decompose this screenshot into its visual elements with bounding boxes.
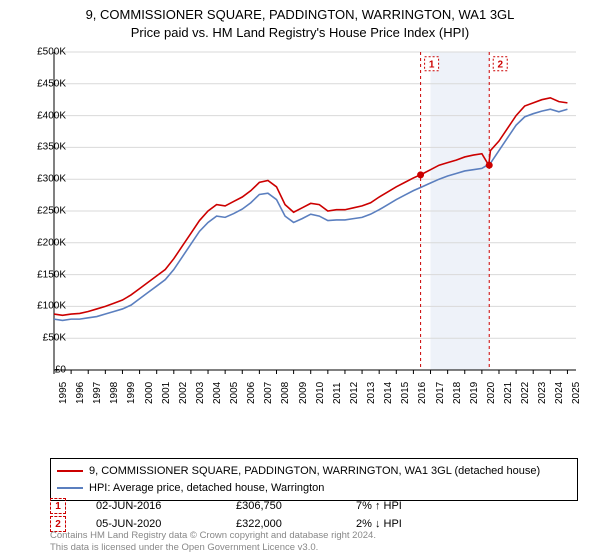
transaction-pct-1: 7% ↑ HPI — [356, 500, 446, 512]
transaction-price-1: £306,750 — [236, 500, 326, 512]
x-tick-label: 2004 — [212, 382, 223, 404]
y-tick-label: £50K — [20, 333, 66, 344]
x-tick-label: 2007 — [263, 382, 274, 404]
x-tick-label: 2009 — [298, 382, 309, 404]
transaction-row-1: 1 02-JUN-2016 £306,750 7% ↑ HPI — [50, 498, 446, 514]
x-tick-label: 2006 — [246, 382, 257, 404]
x-tick-label: 1996 — [75, 382, 86, 404]
legend-swatch-2 — [57, 487, 83, 489]
y-tick-label: £300K — [20, 174, 66, 185]
legend-box: 9, COMMISSIONER SQUARE, PADDINGTON, WARR… — [50, 458, 578, 501]
title-block: 9, COMMISSIONER SQUARE, PADDINGTON, WARR… — [0, 0, 600, 41]
x-tick-label: 2025 — [571, 382, 582, 404]
footer-line-1: Contains HM Land Registry data © Crown c… — [50, 530, 376, 542]
transaction-price-2: £322,000 — [236, 518, 326, 530]
legend-swatch-1 — [57, 470, 83, 472]
chart-area: 12 — [50, 48, 580, 418]
x-tick-label: 2017 — [435, 382, 446, 404]
legend-row-2: HPI: Average price, detached house, Warr… — [57, 480, 571, 497]
chart-container: 9, COMMISSIONER SQUARE, PADDINGTON, WARR… — [0, 0, 600, 560]
y-tick-label: £200K — [20, 237, 66, 248]
x-tick-label: 1997 — [92, 382, 103, 404]
transactions-block: 1 02-JUN-2016 £306,750 7% ↑ HPI 2 05-JUN… — [50, 498, 446, 534]
transaction-date-1: 02-JUN-2016 — [96, 500, 206, 512]
x-tick-label: 2022 — [520, 382, 531, 404]
y-tick-label: £150K — [20, 269, 66, 280]
x-tick-label: 2018 — [452, 382, 463, 404]
svg-text:2: 2 — [497, 60, 503, 71]
x-tick-label: 2001 — [161, 382, 172, 404]
x-tick-label: 2024 — [554, 382, 565, 404]
x-tick-label: 2014 — [383, 382, 394, 404]
y-tick-label: £400K — [20, 110, 66, 121]
x-tick-label: 2015 — [400, 382, 411, 404]
x-tick-label: 2011 — [332, 382, 343, 404]
y-tick-label: £250K — [20, 206, 66, 217]
marker-badge-1: 1 — [50, 498, 66, 514]
y-tick-label: £500K — [20, 47, 66, 58]
x-tick-label: 1995 — [58, 382, 69, 404]
footer-line-2: This data is licensed under the Open Gov… — [50, 542, 376, 554]
x-tick-label: 2008 — [280, 382, 291, 404]
x-tick-label: 2002 — [178, 382, 189, 404]
title-line-1: 9, COMMISSIONER SQUARE, PADDINGTON, WARR… — [0, 6, 600, 24]
x-tick-label: 2023 — [537, 382, 548, 404]
chart-svg: 12 — [50, 48, 580, 418]
legend-row-1: 9, COMMISSIONER SQUARE, PADDINGTON, WARR… — [57, 463, 571, 480]
y-tick-label: £0 — [20, 365, 66, 376]
svg-text:1: 1 — [429, 60, 435, 71]
x-tick-label: 1998 — [109, 382, 120, 404]
x-tick-label: 2021 — [503, 382, 514, 404]
x-tick-label: 2019 — [469, 382, 480, 404]
legend-label-1: 9, COMMISSIONER SQUARE, PADDINGTON, WARR… — [89, 463, 540, 480]
y-tick-label: £450K — [20, 78, 66, 89]
y-tick-label: £100K — [20, 301, 66, 312]
x-tick-label: 2013 — [366, 382, 377, 404]
y-tick-label: £350K — [20, 142, 66, 153]
legend-label-2: HPI: Average price, detached house, Warr… — [89, 480, 324, 497]
transaction-pct-2: 2% ↓ HPI — [356, 518, 446, 530]
x-tick-label: 2010 — [315, 382, 326, 404]
x-tick-label: 2005 — [229, 382, 240, 404]
transaction-date-2: 05-JUN-2020 — [96, 518, 206, 530]
footer-attribution: Contains HM Land Registry data © Crown c… — [50, 530, 376, 554]
x-tick-label: 2020 — [486, 382, 497, 404]
x-tick-label: 2012 — [349, 382, 360, 404]
x-tick-label: 2000 — [144, 382, 155, 404]
title-line-2: Price paid vs. HM Land Registry's House … — [0, 24, 600, 42]
x-tick-label: 1999 — [126, 382, 137, 404]
x-tick-label: 2003 — [195, 382, 206, 404]
x-tick-label: 2016 — [417, 382, 428, 404]
